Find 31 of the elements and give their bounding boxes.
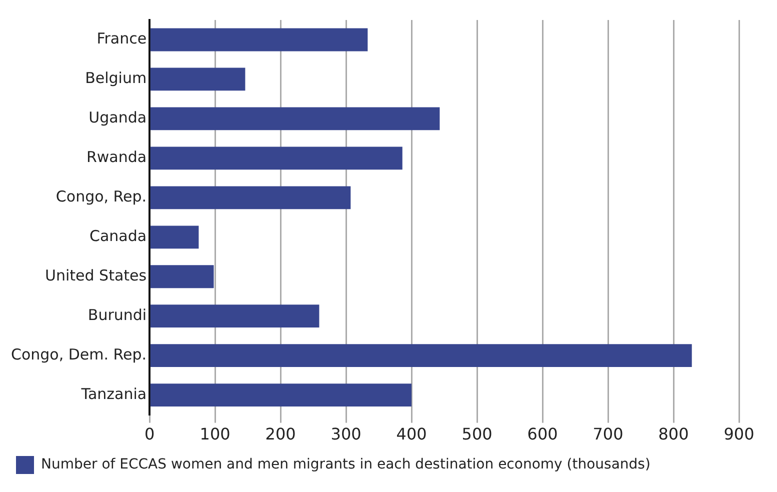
x-tick-label: 700 [592, 424, 624, 444]
legend-label: Number of ECCAS women and men migrants in each destination economy (thousands) [41, 456, 650, 473]
y-tick-label: Uganda [88, 108, 147, 127]
y-tick-label: Congo, Dem. Rep. [10, 345, 147, 364]
x-tick-label: 200 [265, 424, 296, 444]
bar [150, 344, 692, 368]
x-tick-label: 0 [144, 424, 155, 444]
bar [150, 226, 199, 249]
bar [150, 265, 214, 288]
y-tick-label: Tanzania [80, 384, 147, 403]
y-tick-label: Belgium [85, 69, 147, 88]
x-tick-label: 400 [396, 424, 427, 444]
y-tick-label: United States [45, 266, 147, 285]
y-tick-label: France [96, 30, 147, 48]
x-tick-label: 300 [330, 424, 362, 444]
x-tick-label: 900 [724, 424, 754, 444]
bar [150, 146, 402, 170]
x-tick-label: 600 [527, 424, 558, 444]
bar [150, 107, 440, 130]
bar [150, 384, 412, 407]
y-tick-label: Burundi [88, 306, 147, 324]
bar [150, 28, 368, 52]
bar [150, 304, 320, 328]
x-tick-label: 100 [200, 424, 230, 444]
bar [150, 186, 351, 210]
x-tick-label: 800 [658, 424, 689, 444]
y-tick-label: Rwanda [86, 148, 147, 166]
x-tick-label: 500 [462, 424, 492, 444]
y-tick-label: Congo, Rep. [56, 188, 147, 206]
y-tick-label: Canada [90, 227, 147, 246]
bar [150, 68, 246, 91]
